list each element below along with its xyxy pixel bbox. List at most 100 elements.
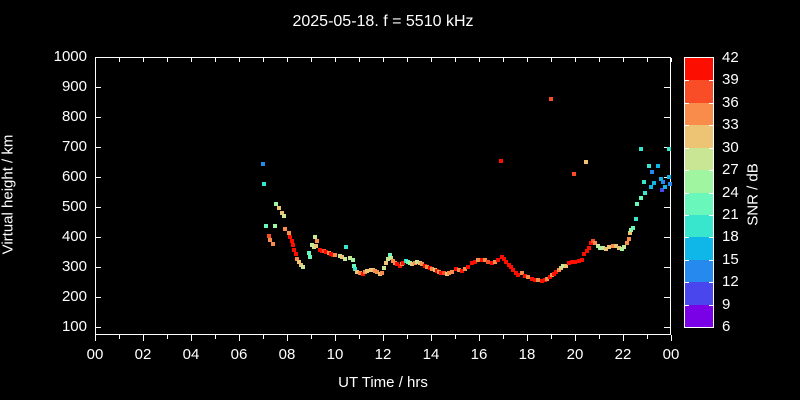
x-axis-tick xyxy=(407,335,408,339)
x-axis-tick xyxy=(215,335,216,339)
colorbar-cell xyxy=(685,192,713,216)
x-axis-tick xyxy=(407,58,408,62)
data-point xyxy=(417,261,422,266)
data-point xyxy=(351,258,355,263)
y-axis-tick xyxy=(95,57,101,58)
y-tick-label: 300 xyxy=(61,258,87,275)
data-point xyxy=(508,265,513,270)
data-point xyxy=(450,269,455,274)
data-point xyxy=(290,243,295,248)
data-point xyxy=(425,264,430,269)
data-point xyxy=(337,253,342,258)
y-axis-label: Virtual height / km xyxy=(0,134,17,255)
data-point xyxy=(355,269,360,274)
x-tick-label: 16 xyxy=(470,346,488,363)
data-point xyxy=(570,260,575,265)
x-axis-tick xyxy=(119,335,120,339)
data-point xyxy=(519,271,524,276)
colorbar-tick-label: 39 xyxy=(722,71,739,89)
data-point xyxy=(444,271,449,276)
x-axis-tick xyxy=(455,335,456,339)
x-axis-tick xyxy=(623,58,624,62)
data-point xyxy=(576,259,581,263)
data-point xyxy=(552,271,557,276)
colorbar-cell xyxy=(685,170,713,193)
data-point xyxy=(298,262,303,267)
data-point xyxy=(556,268,561,272)
colorbar-notch xyxy=(685,147,689,149)
colorbar-tick-label: 6 xyxy=(722,318,731,335)
x-axis-tick xyxy=(191,58,192,62)
data-point xyxy=(368,268,373,272)
data-point xyxy=(561,264,566,269)
data-point xyxy=(659,177,664,182)
y-axis-tick xyxy=(95,87,101,88)
colorbar-cell xyxy=(685,58,713,81)
y-axis-tick xyxy=(95,297,101,298)
data-point xyxy=(598,245,603,250)
colorbar-cell xyxy=(685,102,713,126)
x-axis-tick xyxy=(623,335,624,341)
colorbar-notch xyxy=(685,259,689,261)
y-tick-label: 600 xyxy=(61,168,87,185)
colorbar-notch xyxy=(709,192,713,194)
x-axis-tick xyxy=(647,335,648,339)
x-axis-tick xyxy=(335,335,336,341)
data-point xyxy=(459,268,464,273)
data-point xyxy=(292,247,297,252)
chart-title: 2025-05-18. f = 5510 kHz xyxy=(292,13,474,30)
x-tick-label: 02 xyxy=(134,346,152,363)
data-point xyxy=(626,237,631,242)
data-point xyxy=(394,262,399,267)
data-point xyxy=(315,238,319,243)
colorbar-tick-label: 15 xyxy=(722,250,739,268)
x-axis-tick xyxy=(359,335,360,339)
data-point xyxy=(387,253,392,257)
colorbar-cell xyxy=(685,125,713,149)
y-axis-tick xyxy=(664,177,670,178)
x-axis-tick xyxy=(167,335,168,339)
y-axis-tick xyxy=(664,117,670,118)
colorbar-tick-label: 9 xyxy=(722,295,731,313)
data-point xyxy=(403,259,408,263)
y-tick-label: 800 xyxy=(61,108,87,125)
data-point xyxy=(270,241,275,246)
colorbar-notch xyxy=(685,237,689,239)
x-tick-label: 00 xyxy=(86,346,104,363)
colorbar-tick-label: 24 xyxy=(722,183,739,201)
x-tick-label: 06 xyxy=(230,346,248,363)
data-point xyxy=(659,187,664,192)
data-point xyxy=(307,250,312,255)
y-tick-label: 400 xyxy=(61,228,87,245)
x-axis-tick xyxy=(167,58,168,62)
x-axis-tick xyxy=(143,58,144,62)
data-point xyxy=(365,268,370,273)
data-point xyxy=(288,235,293,240)
y-axis-tick xyxy=(95,267,101,268)
x-axis-tick xyxy=(527,335,528,341)
x-axis-tick xyxy=(503,335,504,339)
data-point xyxy=(333,253,338,257)
data-point xyxy=(373,268,378,273)
data-point xyxy=(273,202,278,206)
y-axis-tick xyxy=(95,237,101,238)
data-point xyxy=(405,260,410,265)
colorbar-cell xyxy=(685,147,713,171)
data-point xyxy=(489,260,494,265)
x-axis-tick xyxy=(287,335,288,341)
x-tick-label: 22 xyxy=(614,346,632,363)
x-axis-tick xyxy=(551,335,552,339)
x-axis-label: UT Time / hrs xyxy=(338,374,428,391)
data-point xyxy=(420,262,425,267)
x-axis-tick xyxy=(575,335,576,341)
colorbar-cell xyxy=(685,80,713,104)
x-axis-tick xyxy=(311,335,312,339)
data-point xyxy=(326,250,331,255)
data-point xyxy=(648,185,653,190)
data-point xyxy=(360,272,365,277)
x-axis-tick xyxy=(455,58,456,62)
data-point xyxy=(296,260,301,265)
x-axis-tick xyxy=(575,58,576,62)
data-point xyxy=(330,252,335,257)
x-tick-label: 00 xyxy=(662,346,680,363)
